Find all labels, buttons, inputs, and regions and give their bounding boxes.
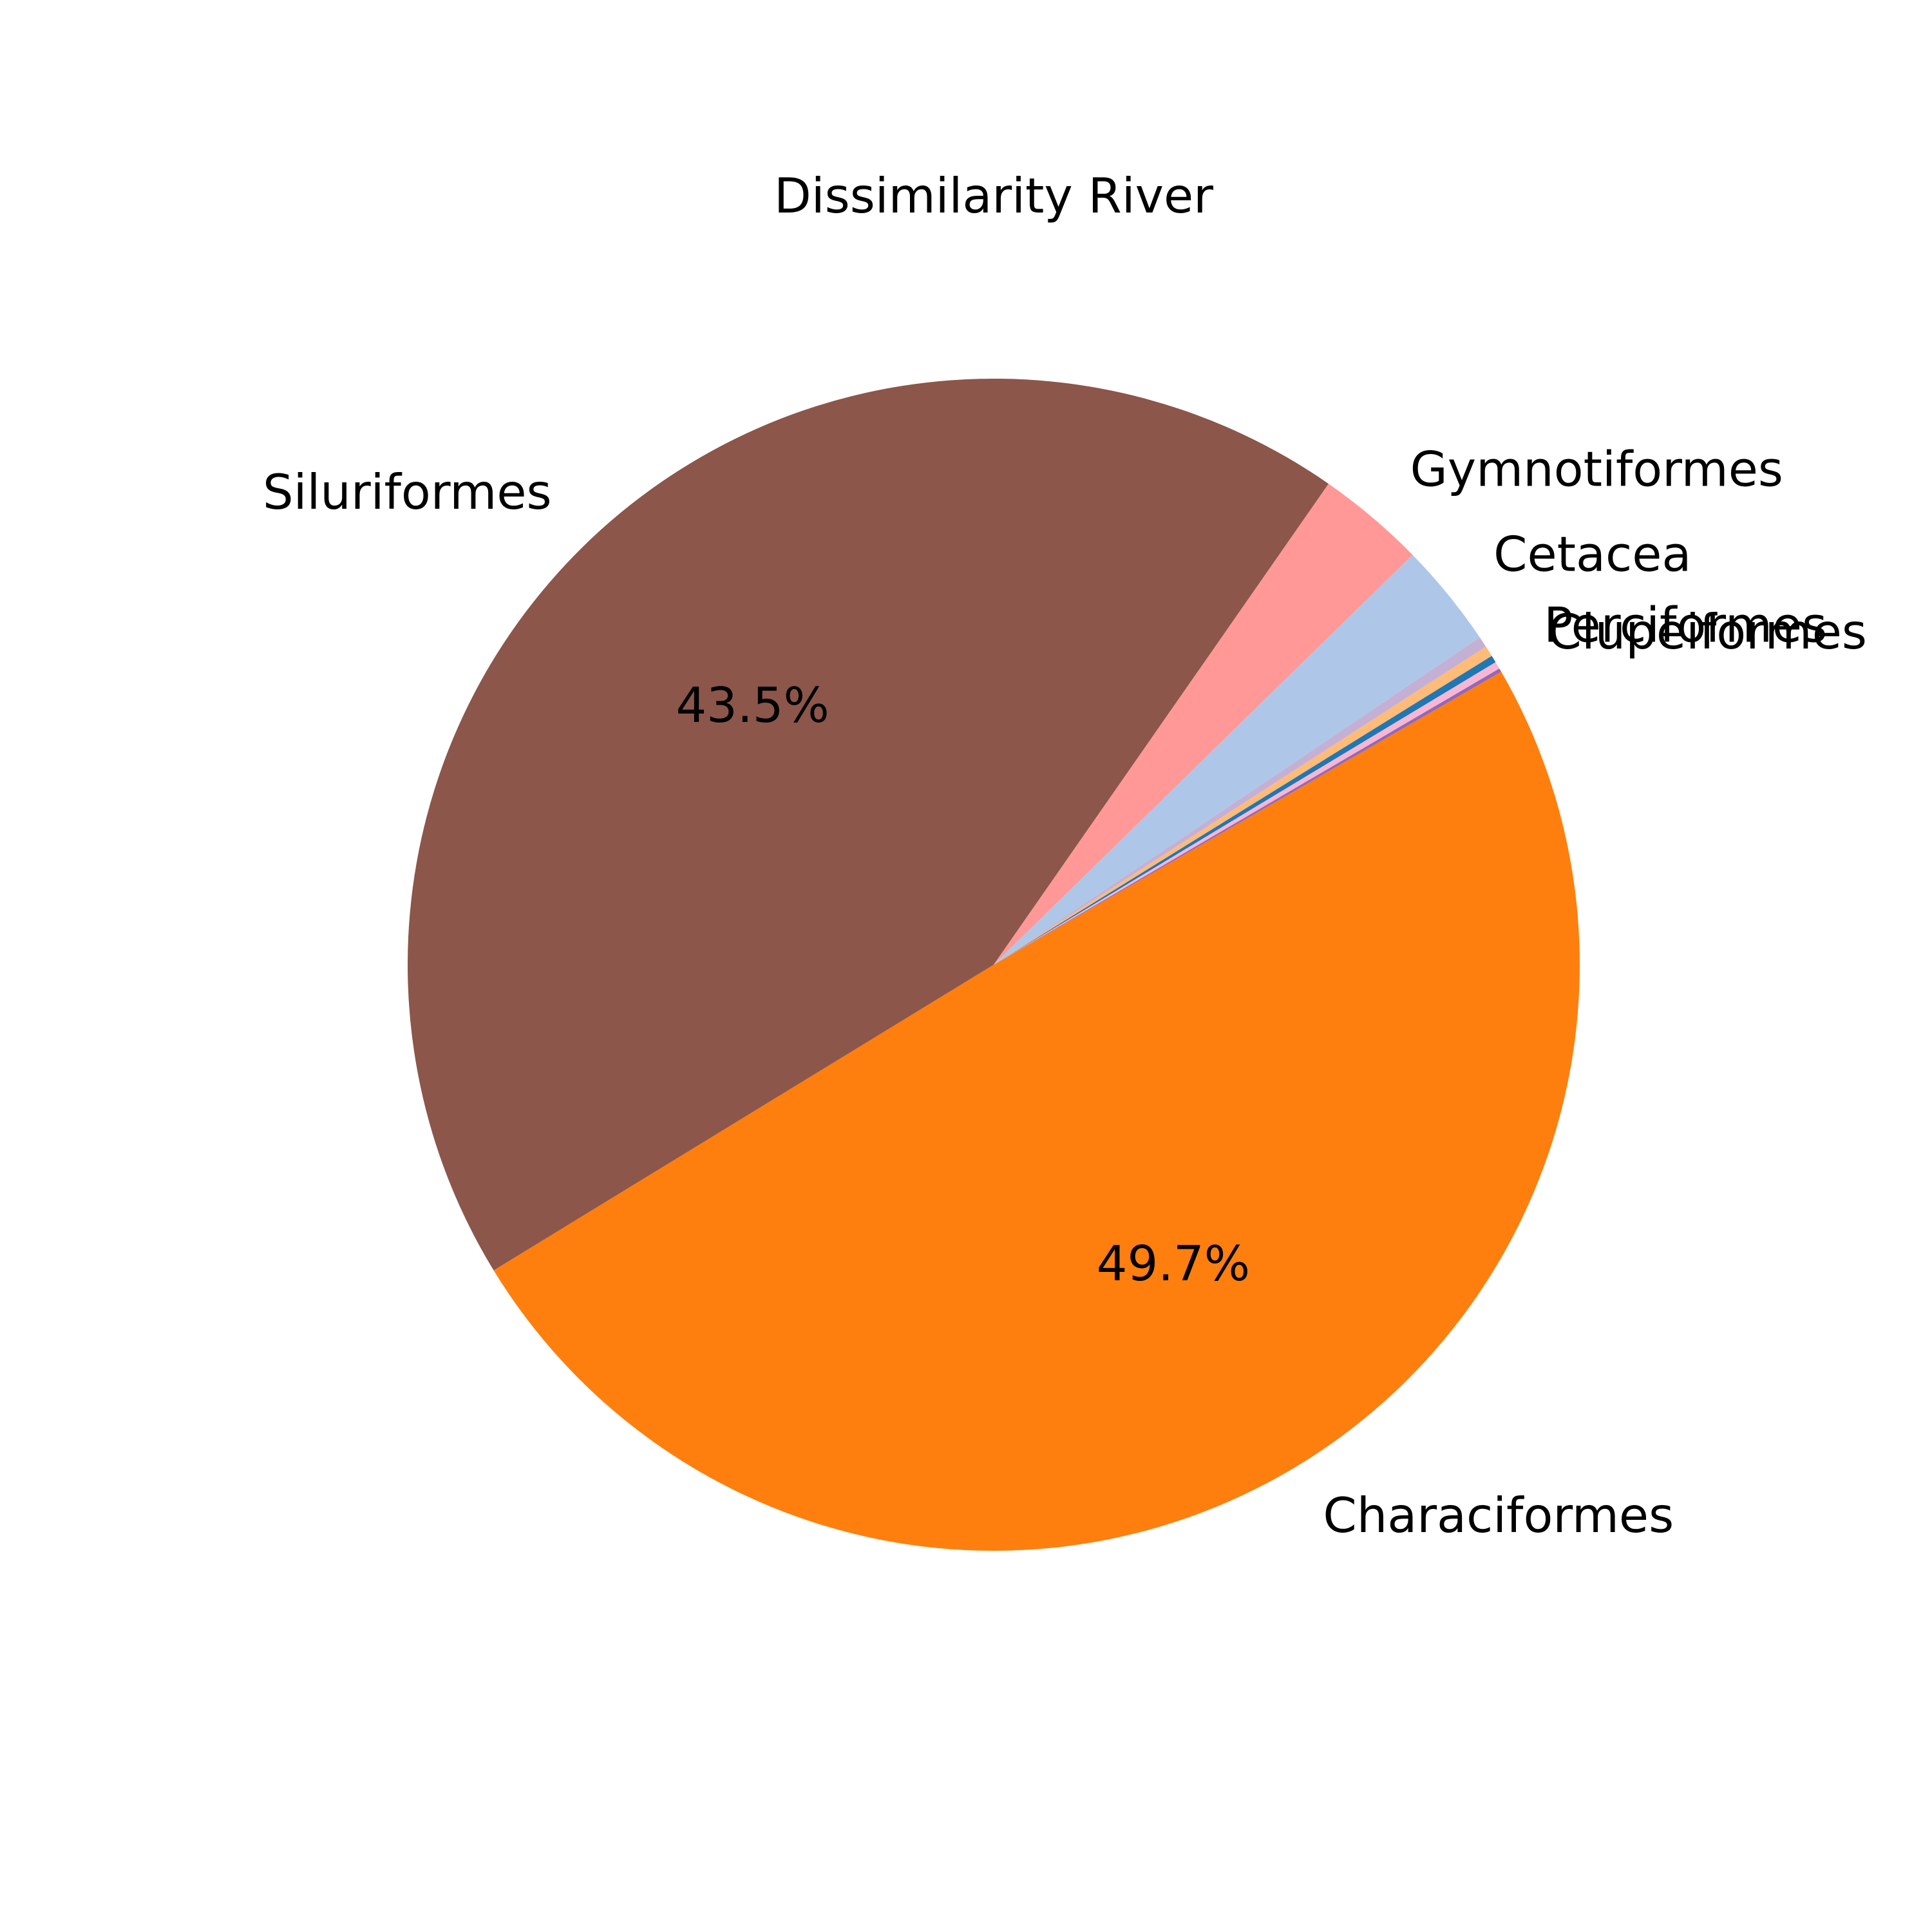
percent-label-siluriformes: 43.5% xyxy=(676,677,829,734)
pie-slice-unlabeled-5 xyxy=(994,647,1492,965)
slice-label-siluriformes: Siluriformes xyxy=(263,464,552,520)
chart-title: Dissimilarity River xyxy=(774,167,1213,224)
percent-label-characiformes: 49.7% xyxy=(1097,1235,1250,1292)
pie-slice-characiformes-0 xyxy=(493,672,1580,1551)
pie-slice-unlabeled-4 xyxy=(994,637,1486,965)
slice-label-perciformes: Perciformes xyxy=(1544,596,1827,653)
pie-slice-unlabeled-8 xyxy=(994,668,1502,965)
pie-slice-perciformes-6 xyxy=(994,656,1496,965)
pie-slice-siluriformes-1 xyxy=(408,378,1329,1271)
pie-slices xyxy=(408,378,1580,1551)
slice-label-characiformes: Characiformes xyxy=(1323,1487,1674,1544)
slice-label-clupeiformes: Clupeiformes xyxy=(1548,603,1867,660)
pie-slice-gymnotiformes-2 xyxy=(994,484,1413,965)
pie-labels: Characiformes 49.7% Siluriformes 43.5% Gymno… xyxy=(263,440,1867,1544)
slice-label-gymnotiformes: Gymnotiformes xyxy=(1410,440,1783,497)
pie-slice-cetacea-3 xyxy=(994,554,1480,965)
slice-label-cetacea: Cetacea xyxy=(1493,526,1691,582)
pie-slice-clupeiformes-7 xyxy=(994,662,1500,965)
